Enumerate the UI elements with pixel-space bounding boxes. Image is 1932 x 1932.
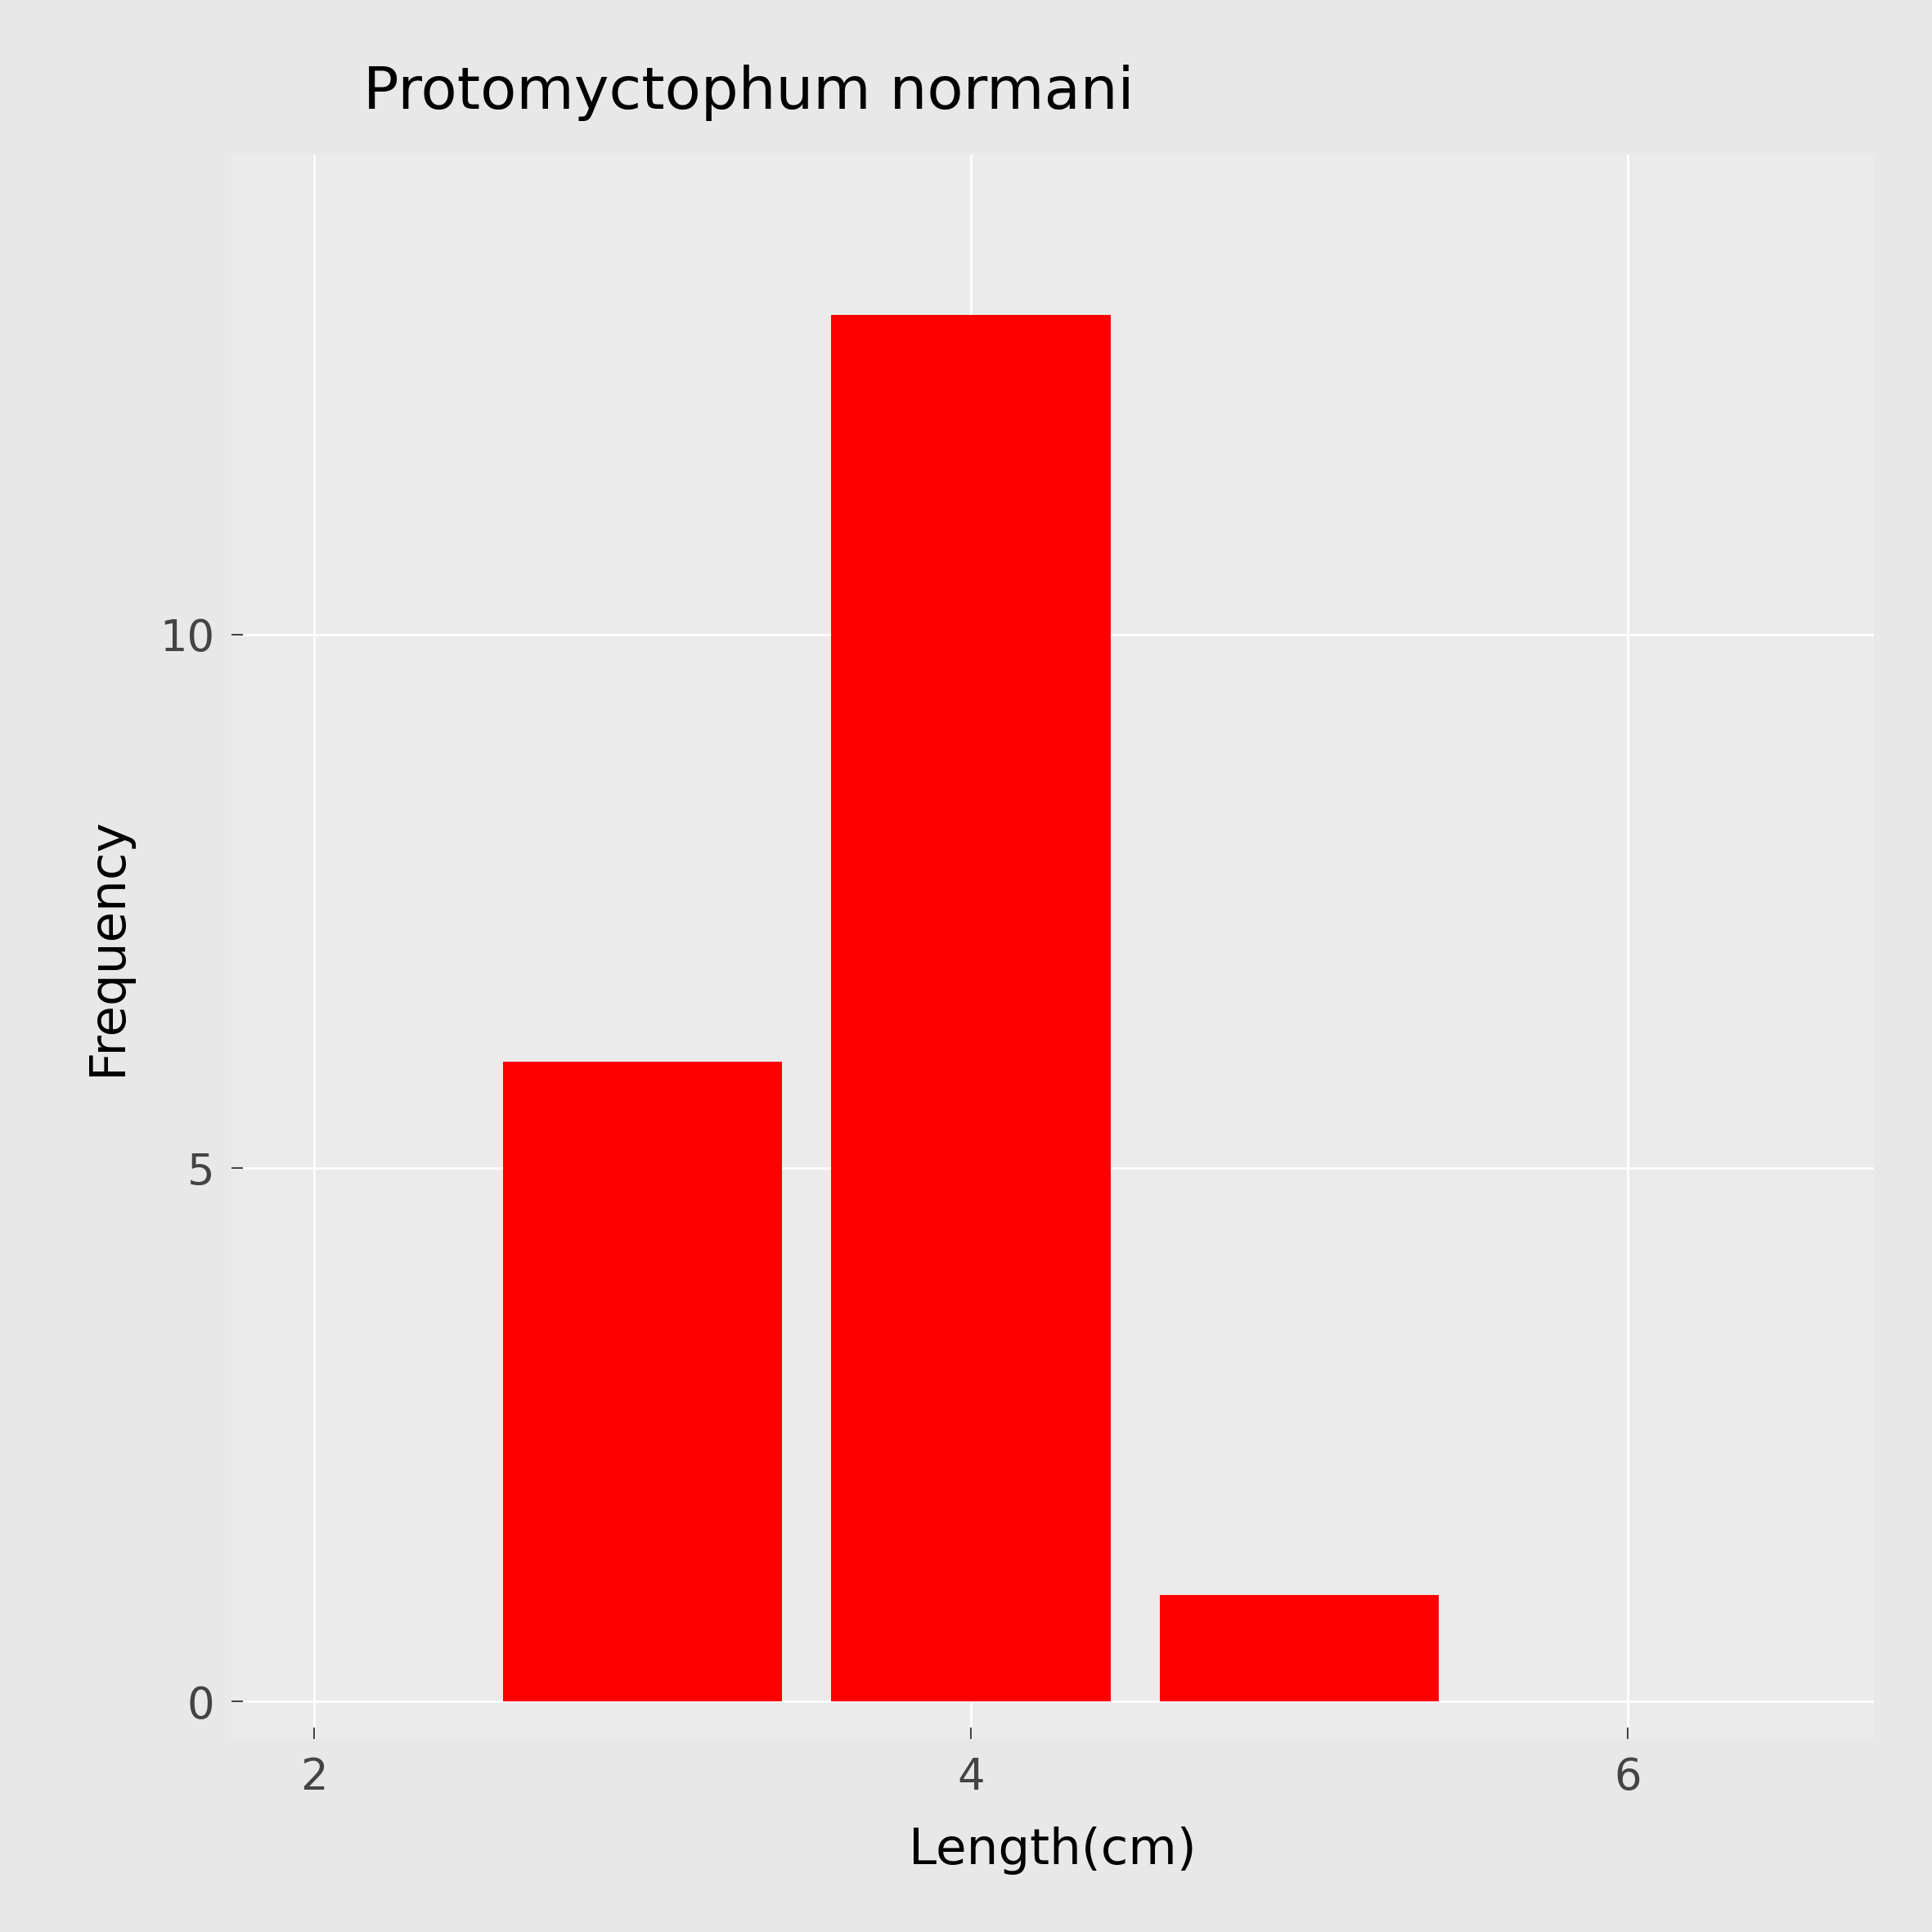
Bar — [831, 315, 1111, 1702]
X-axis label: Length(cm): Length(cm) — [910, 1828, 1196, 1876]
Y-axis label: Frequency: Frequency — [83, 817, 131, 1076]
Bar — [1159, 1594, 1439, 1702]
Bar — [502, 1061, 782, 1702]
Text: Protomyctophum normani: Protomyctophum normani — [363, 66, 1134, 122]
